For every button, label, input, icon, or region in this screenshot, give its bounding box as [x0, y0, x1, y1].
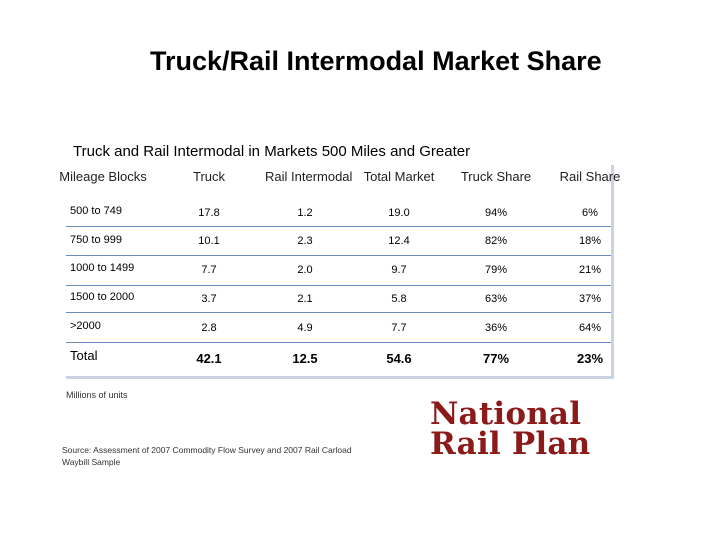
truck-share-value: 79%	[484, 264, 508, 276]
total-truck-share: 77%	[482, 351, 510, 366]
header-truck: Truck	[192, 169, 226, 184]
total-rail-share: 23%	[576, 351, 604, 366]
total-market-value: 12.4	[388, 235, 410, 247]
rail-value: 4.9	[297, 322, 313, 334]
truck-value: 17.8	[198, 207, 220, 219]
row-label: >2000	[70, 320, 101, 332]
truck-value: 7.7	[201, 264, 217, 276]
market-share-table: Mileage Blocks Truck Rail Intermodal Tot…	[59, 165, 620, 379]
rail-share-value: 21%	[578, 264, 602, 276]
logo-line-2: Rail Plan	[430, 426, 591, 462]
truck-value: 10.1	[198, 235, 220, 247]
total-market-value: 9.7	[391, 264, 407, 276]
rail-value: 2.1	[297, 293, 313, 305]
truck-share-value: 82%	[484, 235, 508, 247]
truck-value: 2.8	[201, 322, 217, 334]
total-rail-value: 12.5	[292, 351, 318, 366]
rail-value: 2.3	[297, 235, 313, 247]
rail-share-value: 18%	[578, 235, 602, 247]
row-divider	[66, 285, 611, 286]
source-note: Source: Assessment of 2007 Commodity Flo…	[62, 445, 352, 467]
rail-share-value: 64%	[578, 322, 602, 334]
units-note: Millions of units	[66, 390, 128, 400]
header-rail-intermodal: Rail Intermodal	[265, 169, 353, 184]
row-divider	[66, 255, 611, 256]
total-market-value: 7.7	[391, 322, 407, 334]
logo-line-1: National	[430, 396, 582, 432]
total-market-sum: 54.6	[386, 351, 412, 366]
national-rail-plan-logo: National Rail Plan	[430, 398, 590, 468]
header-total-market: Total Market	[363, 169, 435, 184]
row-label: 1000 to 1499	[70, 262, 135, 274]
truck-share-value: 63%	[484, 293, 508, 305]
row-label: 1500 to 2000	[70, 291, 135, 303]
row-divider	[66, 226, 611, 227]
row-label: 500 to 749	[70, 205, 122, 217]
page-title: Truck/Rail Intermodal Market Share	[150, 46, 602, 76]
table-caption: Truck and Rail Intermodal in Markets 500…	[73, 143, 471, 160]
rail-value: 1.2	[297, 207, 313, 219]
header-mileage-blocks: Mileage Blocks	[59, 169, 147, 184]
total-market-value: 19.0	[388, 207, 410, 219]
header-truck-share: Truck Share	[460, 169, 532, 184]
total-market-value: 5.8	[391, 293, 407, 305]
total-truck-value: 42.1	[196, 351, 222, 366]
truck-share-value: 36%	[484, 322, 508, 334]
rail-share-value: 37%	[578, 293, 602, 305]
row-divider	[66, 342, 611, 343]
header-rail-share: Rail Share	[559, 169, 621, 184]
truck-share-value: 94%	[484, 207, 508, 219]
rail-share-value: 6%	[582, 207, 598, 219]
row-label: 750 to 999	[70, 234, 122, 246]
row-divider	[66, 312, 611, 313]
total-label: Total	[70, 348, 98, 363]
rail-value: 2.0	[297, 264, 313, 276]
truck-value: 3.7	[201, 293, 217, 305]
